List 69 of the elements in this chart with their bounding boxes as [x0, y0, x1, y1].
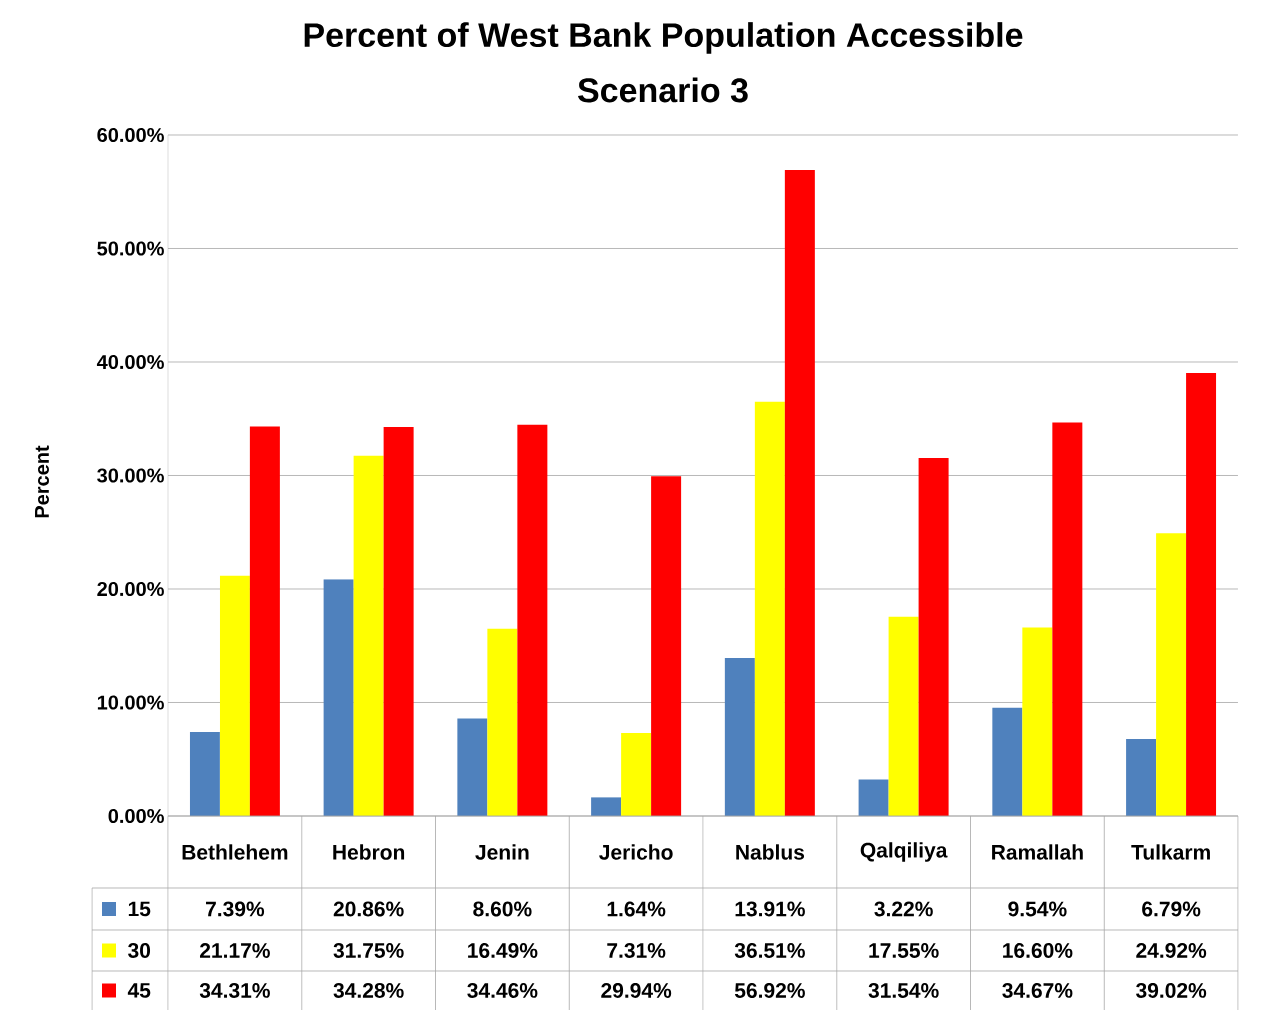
bar — [1022, 627, 1053, 816]
bar — [784, 169, 815, 816]
data-label: 39.02% — [1136, 983, 1207, 998]
x-tick-label: Tulkarm — [1131, 844, 1210, 860]
chart-title: Percent of West Bank Population Accessible — [304, 22, 1023, 54]
bar — [1052, 422, 1083, 816]
bar — [353, 455, 384, 816]
data-label: 8.60% — [473, 901, 532, 917]
data-label: 6.79% — [1142, 901, 1201, 917]
bar — [323, 579, 354, 816]
y-tick-label: 20.00% — [97, 581, 164, 597]
legend-label: 15 — [128, 901, 151, 917]
y-tick-label: 40.00% — [96, 354, 164, 370]
data-label: 31.75% — [333, 943, 404, 958]
data-label: 34.28% — [333, 983, 404, 998]
data-label: 21.17% — [199, 943, 270, 958]
legend-label: 30 — [128, 943, 151, 958]
bar — [189, 732, 220, 816]
y-tick-label: 50.00% — [97, 241, 164, 256]
bar — [457, 718, 488, 816]
x-tick-label: Jericho — [599, 844, 673, 860]
bar — [219, 575, 250, 816]
data-label: 36.51% — [734, 943, 805, 958]
data-label: 34.46% — [467, 983, 538, 998]
data-label: 29.94% — [601, 983, 672, 998]
bar — [621, 733, 652, 816]
data-label: 56.92% — [734, 983, 805, 998]
bar — [517, 424, 548, 816]
data-label: 16.60% — [1003, 943, 1073, 958]
data-label: 9.54% — [1008, 901, 1067, 917]
bar — [383, 426, 414, 816]
bar — [1126, 738, 1157, 816]
data-label: 17.55% — [869, 943, 939, 958]
x-tick-label: Hebron — [333, 844, 405, 860]
data-label: 7.39% — [206, 901, 265, 917]
data-label: 24.92% — [1136, 943, 1207, 958]
x-tick-label: Ramallah — [992, 844, 1083, 860]
bar — [888, 616, 919, 816]
y-tick-label: 10.00% — [97, 695, 164, 710]
data-label: 1.64% — [607, 901, 666, 917]
data-label: 7.31% — [607, 943, 666, 958]
x-tick-label: Nablus — [736, 844, 805, 860]
bar — [1186, 373, 1217, 816]
chart-subtitle: Scenario 3 — [577, 77, 748, 103]
bar — [724, 658, 755, 816]
x-tick-label: Jenin — [475, 844, 529, 860]
bar — [591, 797, 622, 816]
bar — [249, 426, 280, 816]
data-label: 34.31% — [199, 983, 270, 998]
bar — [754, 401, 785, 816]
bar — [918, 458, 949, 816]
data-label: 34.67% — [1002, 983, 1073, 998]
y-axis-title: Percent — [35, 445, 49, 518]
data-label: 3.22% — [874, 901, 933, 917]
data-label: 31.54% — [868, 983, 939, 998]
data-label: 13.91% — [735, 901, 805, 917]
y-tick-label: 30.00% — [97, 468, 164, 483]
legend-label: 45 — [127, 983, 151, 998]
bar — [651, 476, 682, 816]
bar — [858, 779, 889, 816]
bar — [992, 707, 1023, 816]
bar — [487, 628, 518, 816]
y-tick-label: 0.00% — [108, 808, 164, 824]
data-label: 20.86% — [333, 901, 404, 917]
x-tick-label: Qalqiliya — [860, 842, 948, 862]
data-label: 16.49% — [468, 943, 538, 958]
y-tick-label: 60.00% — [97, 127, 164, 143]
bar — [1156, 533, 1187, 816]
x-tick-label: Bethlehem — [182, 844, 288, 860]
